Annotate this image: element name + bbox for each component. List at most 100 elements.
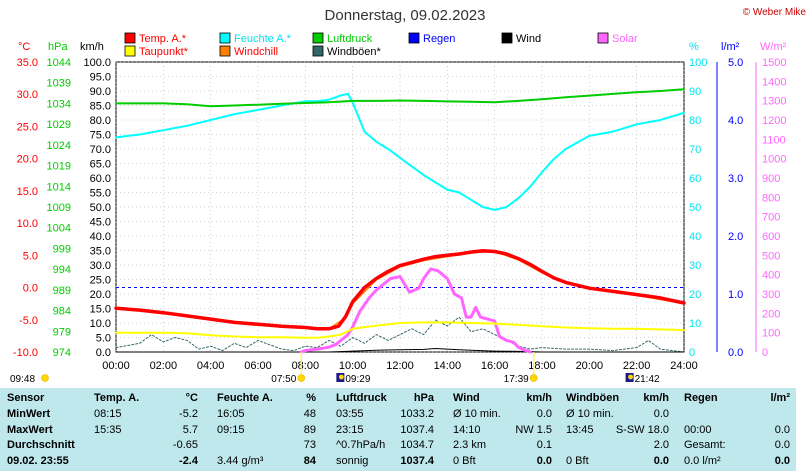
humidity-tick-label: 90 [689,86,701,98]
x-tick-label: 02:00 [150,360,178,372]
legend-swatch [597,32,609,44]
temp-tick-label: 30.0 [17,89,38,101]
stats-cell: 0.0 [536,454,552,467]
solar-tick-label: 1400 [762,76,786,88]
wind-tick-label: 15.0 [90,304,111,316]
solar-tick-label: 1000 [762,154,786,166]
series-solar [299,267,532,354]
temp-tick-label: -5.0 [19,315,38,327]
humidity-tick-label: 100 [689,57,707,69]
x-tick-label: 24:00 [670,360,698,372]
solar-tick-label: 300 [762,289,780,301]
x-tick-label: 12:00 [386,360,414,372]
stats-cell: 89 [303,423,316,436]
series-luftdruck [115,88,685,108]
stats-cell: 48 [303,408,316,420]
stats-header-cell: Windböen [566,392,620,404]
stats-cell: 2.0 [653,439,669,451]
legend-label: Solar [612,33,638,45]
marker-time-label: 09:48 [10,374,35,385]
wind-tick-label: 85.0 [90,101,111,113]
legend-swatch [124,32,136,44]
pressure-tick-label: 989 [53,285,71,297]
humidity-tick-label: 10 [689,318,701,330]
humidity-tick-label: 80 [689,115,701,127]
stats-cell: 08:15 [94,408,122,420]
marker-time-label: 07:50 [271,374,296,385]
stats-header-cell: °C [185,392,198,404]
stats-cell: 1037.4 [400,454,434,467]
pressure-tick-label: 999 [53,243,71,255]
legend-swatch [219,32,231,44]
solar-tick-label: 600 [762,231,780,243]
legend-label: Regen [423,33,455,45]
x-tick-label: 14:00 [434,360,462,372]
wind-tick-label: 35.0 [90,246,111,258]
solar-tick-label: 1100 [762,134,786,146]
legend-swatch [408,32,420,44]
solar-tick-label: 1200 [762,115,786,127]
x-tick-label: 20:00 [576,360,604,372]
stats-cell: 0.0 [774,423,790,436]
temp-tick-label: 25.0 [17,121,38,133]
stats-cell: 23:15 [336,423,364,436]
x-tick-label: 06:00 [244,360,272,372]
stats-header-cell: Wind [453,392,480,404]
sun-icon [529,374,538,382]
stats-cell: 0.0 [653,408,669,420]
temp-tick-label: 35.0 [17,57,38,69]
stats-cell: 09:15 [217,423,245,436]
pressure-tick-label: 1004 [47,223,71,235]
solar-tick-label: 500 [762,250,780,262]
marker-time-label: 17:39 [504,374,529,385]
stats-cell: 84 [303,454,316,467]
stats-cell: 2.3 km [453,439,487,451]
stats-header-cell: Temp. A. [94,392,140,404]
humidity-tick-label: 30 [689,260,701,272]
stats-header-cell: Luftdruck [336,392,387,404]
wind-tick-label: 100.0 [83,57,111,69]
pressure-axis-unit: hPa [48,41,68,53]
wind-tick-label: 65.0 [90,159,111,171]
rain-axis-unit: l/m² [721,41,740,53]
pressure-tick-label: 1014 [47,181,71,193]
solar-tick-label: 900 [762,173,780,185]
stats-row-label: Durchschnitt [7,439,75,451]
solar-axis-unit: W/m² [760,41,787,53]
wind-tick-label: 90.0 [90,86,111,98]
pressure-tick-label: 1034 [47,98,71,110]
series-taupunkt [115,321,685,339]
stats-cell: sonnig [336,454,369,467]
stats-cell: 1037.4 [400,423,434,436]
statistics-table: Sensor Temp. A. °C Feuchte A.% Luftdruck hPa W… [0,388,796,471]
stats-cell: ^0.7hPa/h [336,439,386,451]
chart-title: Donnerstag, 09.02.2023 [325,7,486,24]
legend-swatch [501,32,513,44]
moon-icon-glyph [338,374,344,380]
temp-tick-label: 0.0 [23,283,38,295]
temp-tick-label: 20.0 [17,154,38,166]
rain-tick-label: 1.0 [728,289,743,301]
stats-cell: 1033.2 [400,408,434,420]
solar-tick-label: 400 [762,270,780,282]
stats-header-cell: km/h [526,392,552,404]
wind-tick-label: 95.0 [90,72,111,84]
sun-icon [297,374,306,382]
stats-header-cell: Sensor [7,392,45,404]
pressure-tick-label: 984 [53,306,71,318]
stats-cell: 0.0 l/m² [684,454,721,467]
solar-tick-label: 200 [762,308,780,320]
pressure-tick-label: 1044 [47,57,71,69]
weather-chart: Donnerstag, 09.02.2023 © Weber Mike Temp. … [10,7,806,385]
stats-header-cell: % [306,392,316,404]
wind-tick-label: 55.0 [90,188,111,200]
moon-icon-glyph [628,374,633,380]
right-scrollbar[interactable] [796,388,810,471]
temp-tick-label: 5.0 [23,250,38,262]
rain-tick-label: 5.0 [728,57,743,69]
temp-axis-unit: °C [18,41,30,53]
rain-tick-label: 2.0 [728,231,743,243]
rain-tick-label: 3.0 [728,173,743,185]
legend-label: Taupunkt* [139,46,189,58]
wind-tick-label: 20.0 [90,289,111,301]
